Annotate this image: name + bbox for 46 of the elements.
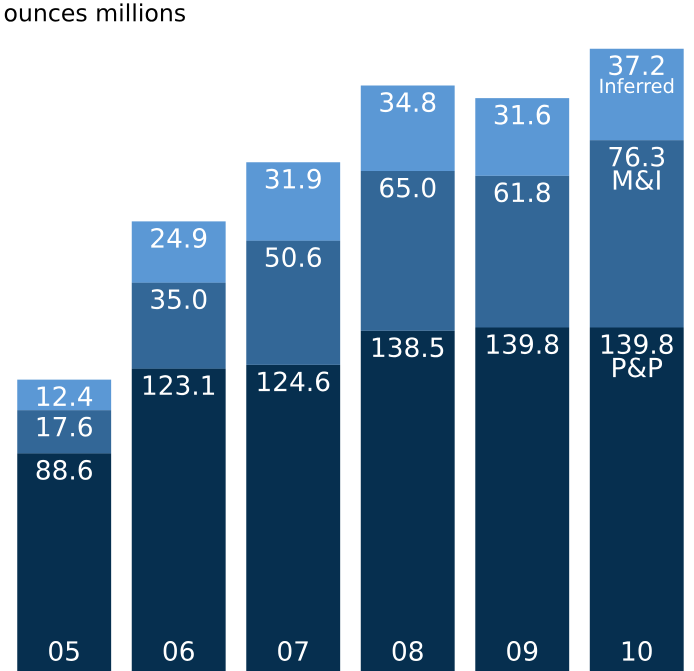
bar (17, 410, 112, 454)
bar (246, 364, 340, 671)
x-tick-label: 07 (278, 641, 308, 661)
bar (17, 453, 112, 671)
series-label: P&P (613, 357, 662, 378)
bar (475, 328, 570, 671)
data-label: 50.6 (266, 247, 321, 268)
data-label: 139.8 (602, 334, 673, 354)
chart-title: ounces millions (4, 3, 185, 22)
bar (360, 171, 455, 331)
bar (475, 98, 570, 176)
data-label: 124.6 (258, 371, 330, 392)
data-label: 31.6 (494, 104, 550, 125)
bar (360, 330, 455, 671)
bar (246, 240, 340, 365)
data-label: 65.0 (380, 178, 436, 198)
series-label: Inferred (600, 78, 674, 94)
x-tick-label: 08 (392, 641, 423, 661)
bar (360, 86, 455, 172)
data-label: 12.4 (38, 386, 92, 406)
bar (132, 282, 226, 369)
data-label: 34.8 (380, 92, 436, 112)
data-label: 123.1 (144, 375, 214, 396)
data-label: 17.6 (38, 416, 92, 437)
bar (132, 221, 226, 283)
bar (590, 328, 684, 671)
bar (590, 48, 684, 140)
data-label: 31.9 (266, 168, 321, 189)
x-tick-label: 05 (49, 641, 79, 661)
bar (475, 176, 570, 328)
series-label: M&I (614, 170, 660, 190)
bar (132, 368, 226, 671)
data-label: 61.8 (494, 182, 550, 202)
data-label: 76.3 (610, 146, 664, 167)
x-tick-label: 10 (622, 641, 652, 661)
x-tick-label: 06 (164, 641, 194, 661)
data-label: 37.2 (609, 55, 664, 76)
bar (590, 140, 684, 328)
data-label: 139.8 (487, 334, 558, 354)
bar (246, 162, 340, 241)
data-label: 35.0 (151, 289, 206, 310)
data-label: 138.5 (372, 337, 444, 358)
data-label: 24.9 (151, 228, 206, 248)
data-label: 88.6 (36, 460, 92, 480)
x-tick-label: 09 (507, 641, 538, 661)
bar (17, 380, 112, 410)
